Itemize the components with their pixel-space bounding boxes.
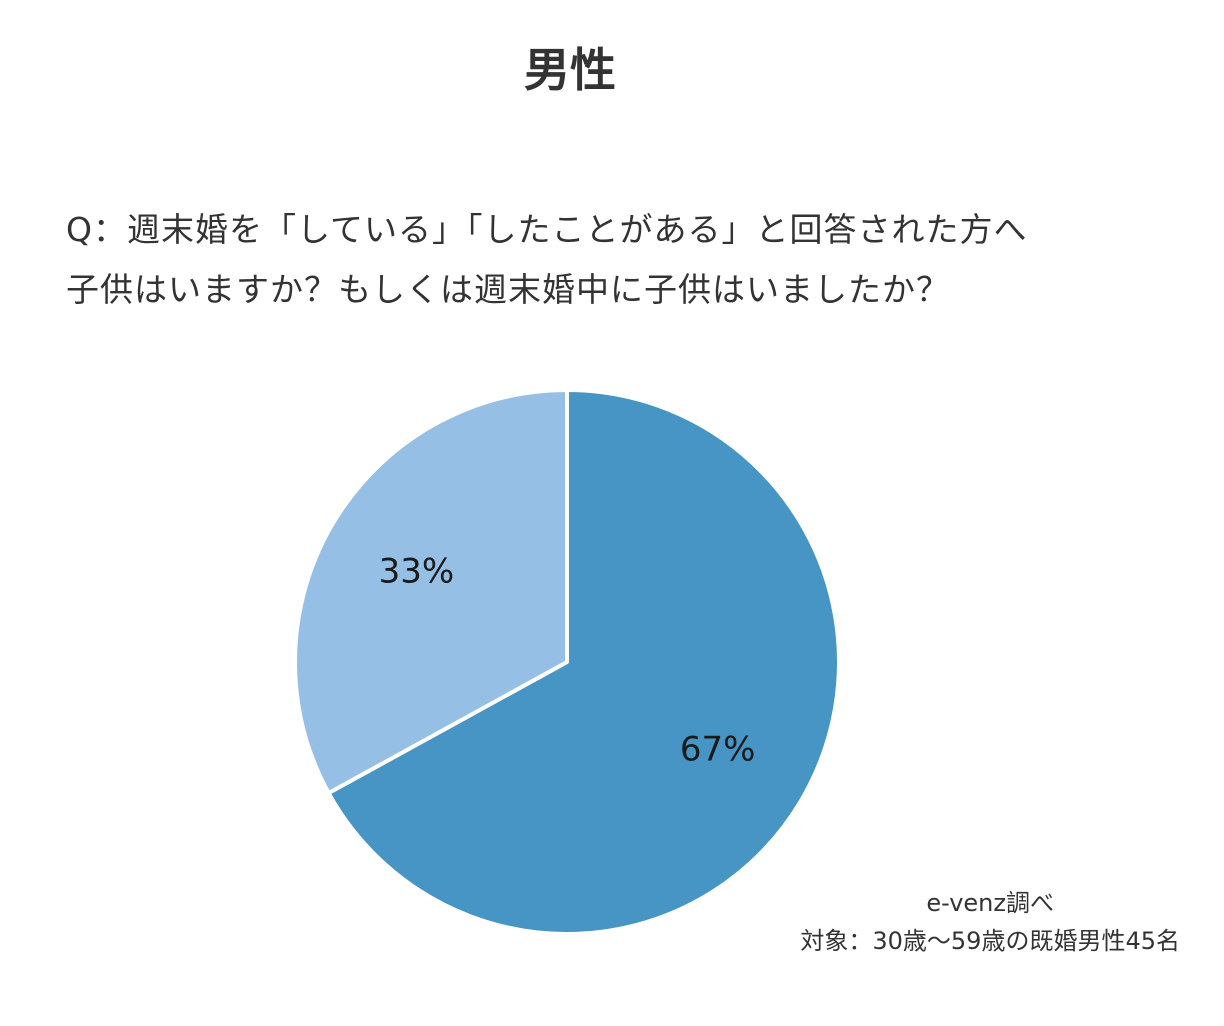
pie-slice-0	[326, 388, 841, 936]
slice-label-0: 67%	[680, 730, 756, 770]
target-note: 対象：30歳～59歳の既婚男性45名	[800, 927, 1180, 955]
question-line-1: Q：週末婚を「している」「したことがある」と回答された方へ	[66, 210, 1028, 249]
footnote: e-venz調べ 対象：30歳～59歳の既婚男性45名	[800, 884, 1180, 960]
source-note: e-venz調べ	[926, 889, 1054, 917]
slice-label-1: 33%	[379, 551, 455, 591]
pie-slice-1	[293, 388, 569, 796]
pie-labels: 67% 33%	[379, 551, 756, 769]
question-text: Q：週末婚を「している」「したことがある」と回答された方へ 子供はいますか？もし…	[66, 200, 1028, 320]
pie-slices	[293, 388, 841, 936]
question-line-2: 子供はいますか？もしくは週末婚中に子供はいましたか？	[66, 270, 950, 309]
chart-title: 男性	[524, 43, 616, 97]
